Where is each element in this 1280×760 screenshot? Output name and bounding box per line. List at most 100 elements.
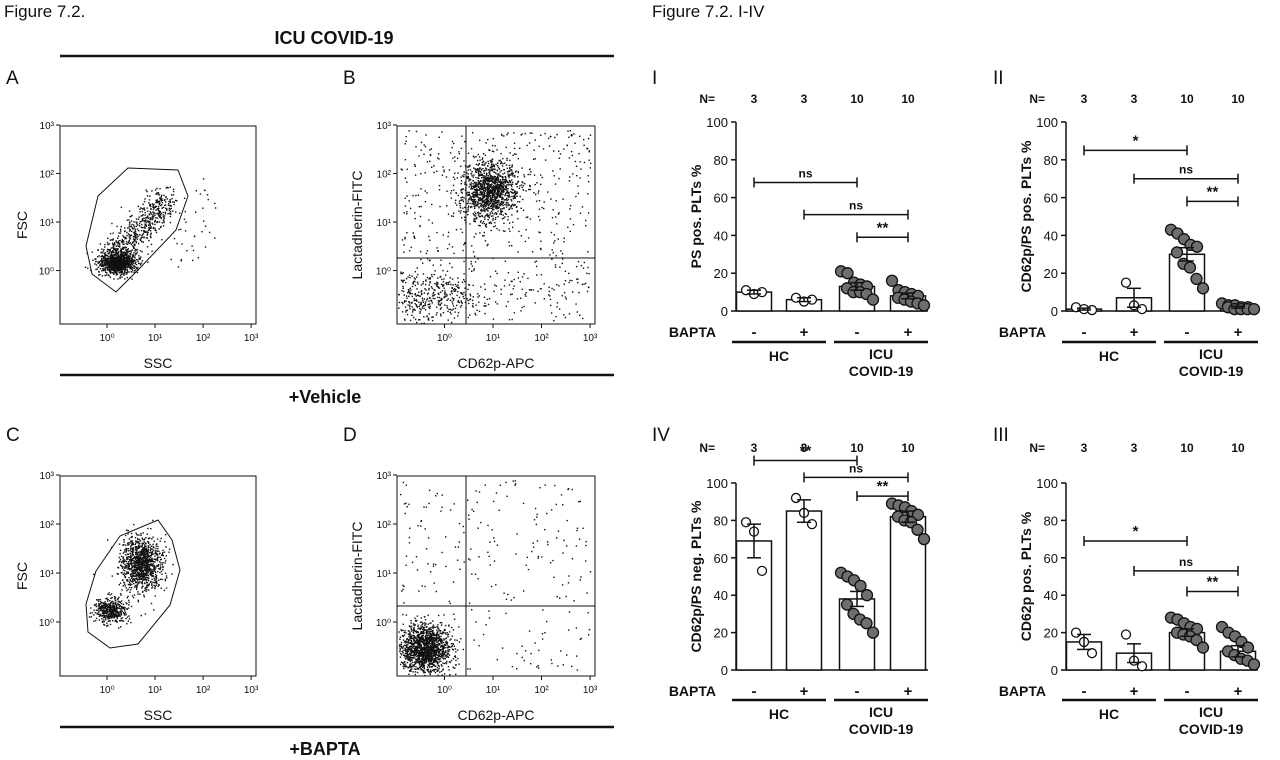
event-dot [128, 583, 130, 586]
event-dot [477, 186, 479, 188]
event-dot [446, 295, 448, 297]
event-dot [130, 560, 133, 562]
event-dot [508, 176, 510, 179]
event-dot [117, 603, 119, 605]
event-dot [113, 257, 115, 260]
event-dot [466, 176, 468, 178]
event-dot [144, 214, 146, 216]
event-dot [478, 162, 480, 165]
event-dot [139, 542, 141, 545]
event-dot [114, 268, 116, 271]
event-dot [138, 566, 140, 568]
event-dot [127, 263, 129, 265]
event-dot [476, 184, 479, 187]
event-dot [150, 208, 152, 210]
event-dot [498, 203, 501, 206]
event-dot [127, 256, 129, 259]
event-dot [140, 564, 142, 566]
event-dot [525, 216, 528, 219]
event-dot [115, 603, 117, 605]
event-dot [421, 292, 423, 295]
event-dot [409, 250, 411, 252]
event-dot [134, 543, 136, 546]
event-dot [134, 250, 136, 252]
event-dot [140, 546, 142, 548]
event-dot [472, 196, 475, 198]
event-dot [478, 175, 480, 177]
event-dot [99, 268, 102, 270]
event-dot [511, 318, 513, 321]
event-dot [156, 192, 158, 194]
event-dot [111, 268, 114, 271]
event-dot [121, 248, 123, 250]
event-dot [97, 613, 99, 615]
event-dot [135, 546, 138, 548]
event-dot [457, 194, 459, 197]
event-dot [489, 212, 491, 214]
event-dot [440, 264, 442, 266]
event-dot [117, 259, 119, 261]
event-dot [123, 559, 126, 561]
event-dot [445, 274, 447, 276]
event-dot [113, 273, 115, 275]
event-dot [481, 174, 483, 176]
event-dot [113, 243, 116, 245]
event-dot [117, 270, 119, 272]
event-dot [144, 547, 146, 550]
event-dot [486, 207, 488, 210]
event-dot [407, 304, 409, 306]
event-dot [152, 218, 154, 220]
event-dot [488, 207, 490, 210]
event-dot [471, 265, 474, 267]
event-dot [425, 289, 427, 291]
event-dot [569, 130, 572, 132]
event-dot [585, 225, 587, 227]
event-dot [147, 210, 149, 212]
event-dot [154, 214, 156, 216]
event-dot [146, 246, 149, 248]
event-dot [133, 570, 135, 572]
event-dot [472, 213, 474, 215]
event-dot [138, 534, 140, 536]
event-dot [116, 256, 119, 259]
event-dot [463, 160, 465, 162]
event-dot [154, 206, 156, 208]
event-dot [458, 153, 461, 155]
event-dot [152, 575, 154, 577]
event-dot [128, 556, 131, 558]
event-dot [127, 583, 130, 586]
event-dot [131, 230, 133, 233]
event-dot [97, 266, 99, 269]
event-dot [474, 211, 476, 213]
event-dot [101, 609, 103, 612]
event-dot [136, 547, 138, 549]
event-dot [489, 174, 491, 176]
event-dot [477, 258, 479, 260]
event-dot [185, 221, 187, 223]
event-dot [495, 202, 498, 205]
event-dot [489, 189, 491, 191]
event-dot [145, 545, 147, 547]
event-dot [142, 219, 144, 222]
event-dot [482, 193, 484, 196]
event-dot [452, 303, 454, 305]
event-dot [498, 189, 500, 191]
event-dot [118, 269, 120, 272]
event-dot [155, 550, 157, 552]
event-dot [403, 244, 405, 246]
event-dot [507, 188, 509, 190]
event-dot [521, 288, 523, 291]
event-dot [488, 204, 490, 207]
event-dot [529, 173, 531, 176]
event-dot [161, 563, 163, 566]
event-dot [467, 169, 469, 171]
event-dot [133, 579, 136, 581]
event-dot [469, 314, 471, 316]
event-dot [127, 563, 129, 565]
event-dot [162, 225, 165, 227]
event-dot [103, 264, 105, 267]
event-dot [105, 611, 107, 613]
event-dot [461, 196, 464, 198]
event-dot [493, 171, 496, 173]
event-dot [134, 235, 137, 237]
